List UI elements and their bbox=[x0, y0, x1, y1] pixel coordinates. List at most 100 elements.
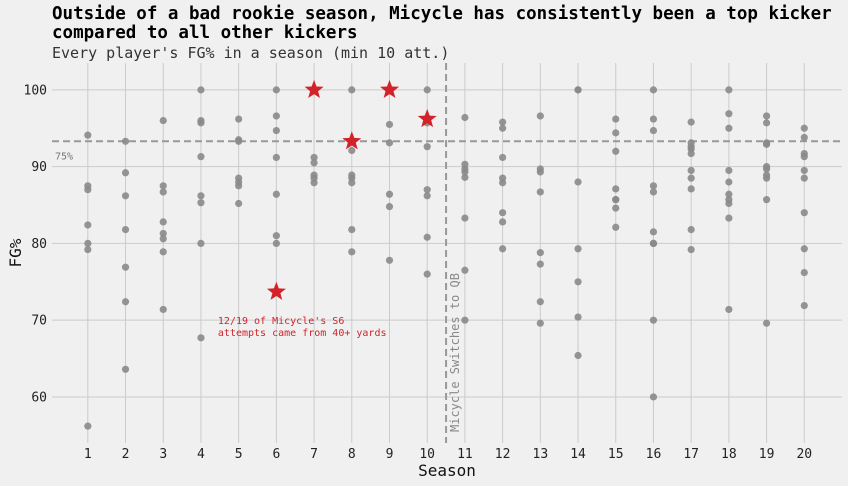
data-point bbox=[687, 174, 695, 182]
data-points bbox=[84, 86, 808, 430]
x-tick-label: 15 bbox=[608, 447, 624, 462]
data-point bbox=[348, 179, 356, 187]
y-tick-label: 100 bbox=[24, 83, 47, 98]
x-tick-label: 19 bbox=[759, 447, 775, 462]
data-point bbox=[385, 120, 394, 129]
data-point bbox=[121, 169, 130, 177]
x-tick-label: 18 bbox=[721, 447, 737, 462]
data-point bbox=[272, 126, 280, 135]
data-point bbox=[461, 214, 469, 222]
data-point bbox=[574, 178, 582, 186]
data-point bbox=[499, 153, 507, 162]
data-point bbox=[499, 118, 507, 126]
data-point bbox=[197, 334, 205, 342]
y-tick-label: 60 bbox=[31, 390, 47, 405]
data-point bbox=[800, 133, 808, 142]
annotation-line: 12/19 of Micycle's S6 bbox=[218, 316, 344, 327]
data-point bbox=[348, 225, 356, 234]
x-tick-label: 14 bbox=[570, 447, 586, 462]
data-point bbox=[687, 118, 695, 126]
data-point bbox=[272, 86, 280, 94]
data-point bbox=[121, 298, 130, 306]
data-point bbox=[574, 351, 582, 360]
data-point bbox=[687, 225, 695, 234]
data-point bbox=[499, 245, 507, 253]
x-tick-label: 5 bbox=[235, 447, 243, 462]
data-point bbox=[461, 113, 469, 122]
x-tick-label: 12 bbox=[495, 447, 511, 462]
data-point bbox=[612, 223, 620, 231]
x-tick-label: 13 bbox=[533, 447, 549, 462]
data-point bbox=[235, 137, 243, 145]
data-point bbox=[800, 209, 808, 217]
x-tick-label: 3 bbox=[159, 447, 167, 462]
y-tick-label: 80 bbox=[31, 237, 47, 252]
data-point bbox=[423, 233, 431, 241]
reference-line-label: Micycle Switches to QB bbox=[448, 273, 462, 432]
data-point bbox=[725, 110, 733, 118]
data-point bbox=[536, 249, 544, 257]
chart-subtitle: Every player's FG% in a season (min 10 a… bbox=[52, 44, 450, 62]
data-point bbox=[423, 186, 431, 194]
data-point bbox=[725, 199, 733, 208]
data-point bbox=[84, 131, 92, 139]
data-point bbox=[612, 147, 620, 155]
data-point bbox=[385, 190, 394, 198]
data-point bbox=[121, 192, 130, 200]
data-point bbox=[536, 168, 544, 176]
x-axis-label: Season bbox=[418, 461, 476, 480]
data-point bbox=[310, 153, 318, 162]
data-point bbox=[725, 166, 733, 175]
data-point bbox=[762, 196, 771, 204]
data-point bbox=[159, 218, 167, 226]
data-point bbox=[272, 190, 280, 198]
data-point bbox=[197, 86, 205, 94]
x-tick-label: 17 bbox=[683, 447, 699, 462]
data-point bbox=[612, 115, 620, 123]
data-point bbox=[762, 174, 771, 182]
chart-title: Outside of a bad rookie season, Micycle … bbox=[52, 4, 832, 43]
data-point bbox=[159, 235, 167, 243]
data-point bbox=[423, 86, 431, 94]
x-tick-label: 1 bbox=[84, 447, 92, 462]
data-point bbox=[423, 143, 431, 151]
data-point bbox=[272, 112, 280, 120]
data-point bbox=[725, 178, 733, 186]
data-point bbox=[725, 86, 733, 94]
data-point bbox=[499, 179, 507, 187]
micycle-star-point bbox=[380, 79, 399, 98]
data-point bbox=[423, 270, 431, 278]
data-point bbox=[762, 319, 771, 327]
data-point bbox=[84, 186, 92, 194]
data-point bbox=[84, 221, 92, 229]
data-point bbox=[461, 173, 469, 181]
data-point bbox=[235, 199, 243, 208]
annotation-line: attempts came from 40+ yards bbox=[218, 328, 387, 339]
data-point bbox=[159, 188, 167, 196]
data-point bbox=[197, 153, 205, 161]
micycle-star-point bbox=[342, 131, 362, 150]
data-point bbox=[612, 185, 620, 193]
data-point bbox=[385, 256, 394, 264]
data-point bbox=[762, 112, 771, 120]
data-point bbox=[310, 179, 318, 187]
x-tick-label: 16 bbox=[646, 447, 662, 462]
data-point bbox=[121, 137, 130, 145]
data-point bbox=[348, 86, 356, 94]
x-tick-label: 20 bbox=[796, 447, 812, 462]
y-tick-label: 70 bbox=[31, 314, 47, 329]
x-tick-label: 8 bbox=[348, 447, 356, 462]
data-point bbox=[687, 185, 695, 193]
data-point bbox=[649, 126, 658, 135]
data-point bbox=[800, 153, 808, 161]
tick-labels: 1 2 3 4 5 6 7 8 9 10 11 12 13 14 15 16 17 18 19 20607080901… bbox=[24, 83, 813, 462]
data-point bbox=[235, 115, 243, 123]
x-tick-label: 6 bbox=[272, 447, 280, 462]
data-point bbox=[536, 112, 544, 120]
x-tick-label: 7 bbox=[310, 447, 318, 462]
data-point bbox=[197, 119, 205, 127]
data-point bbox=[348, 146, 356, 155]
data-point bbox=[687, 149, 695, 158]
